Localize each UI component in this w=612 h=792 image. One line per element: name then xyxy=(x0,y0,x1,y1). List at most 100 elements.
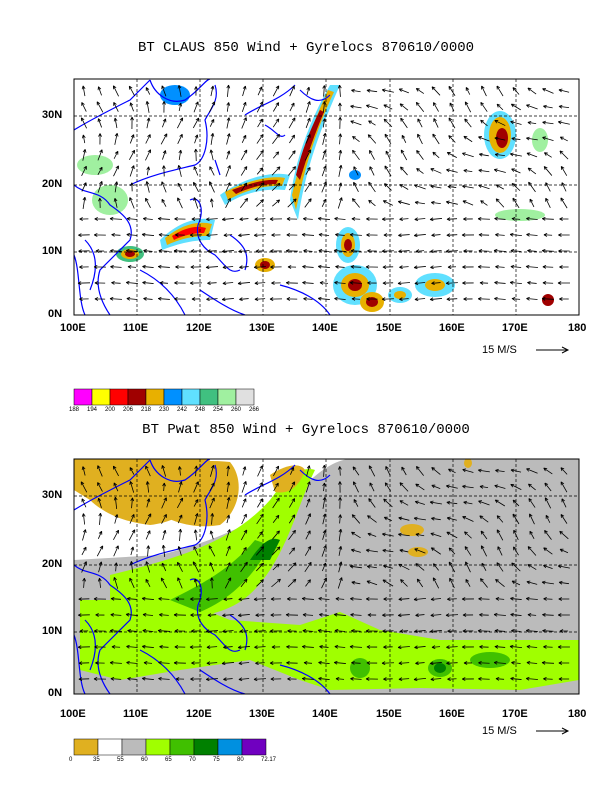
wind-arrow xyxy=(366,233,378,237)
wind-arrow xyxy=(114,514,119,524)
wind-arrow xyxy=(465,561,471,573)
p2-ytick: 20N xyxy=(42,558,63,570)
wind-arrow xyxy=(353,481,359,493)
wind-arrow xyxy=(257,118,263,128)
wind-arrow xyxy=(97,181,103,193)
wind-arrow xyxy=(432,563,439,571)
wind-arrow xyxy=(241,117,247,129)
wind-arrow xyxy=(256,101,264,113)
wind-arrow xyxy=(366,564,377,569)
wind-arrow xyxy=(287,562,297,572)
wind-arrow xyxy=(304,149,312,161)
wind-arrow xyxy=(399,500,409,506)
wind-arrow xyxy=(190,677,202,681)
wind-arrow xyxy=(545,514,551,523)
wind-arrow xyxy=(527,564,537,570)
wind-arrow xyxy=(161,181,167,193)
wind-arrow xyxy=(447,184,457,189)
wind-arrow xyxy=(415,466,424,476)
wind-arrow xyxy=(256,579,264,587)
wind-arrow xyxy=(221,249,234,254)
wind-arrow xyxy=(193,499,199,507)
wind-arrow xyxy=(496,515,504,523)
wind-arrow xyxy=(241,546,247,555)
wind-arrow xyxy=(239,217,249,222)
wind-arrow xyxy=(110,264,122,269)
wind-arrow xyxy=(141,676,154,681)
p1-xtick: 160E xyxy=(439,322,465,334)
colorbar-label: 218 xyxy=(141,407,152,413)
wind-arrow xyxy=(256,150,264,160)
wind-arrow xyxy=(383,233,393,237)
wind-arrow xyxy=(560,481,568,493)
wind-arrow xyxy=(305,579,311,587)
colorbar-label: 248 xyxy=(195,407,206,413)
wind-arrow xyxy=(288,514,296,524)
wind-arrow xyxy=(241,513,247,525)
wind-arrow xyxy=(222,613,234,618)
wind-arrow xyxy=(526,216,538,221)
wind-arrow xyxy=(526,296,538,301)
wind-arrow xyxy=(114,132,119,145)
wind-arrow xyxy=(98,133,102,145)
wind-arrow xyxy=(270,265,282,269)
wind-arrow xyxy=(303,249,313,253)
wind-arrow xyxy=(317,264,330,269)
wind-arrow xyxy=(111,233,121,237)
wind-arrow xyxy=(223,597,233,602)
wind-arrow xyxy=(430,265,442,270)
wind-arrow xyxy=(302,628,314,633)
colorbar-label: 70 xyxy=(189,757,196,763)
wind-arrow xyxy=(272,199,281,207)
wind-arrow xyxy=(301,676,314,681)
wind-arrow xyxy=(414,645,426,650)
wind-arrow xyxy=(271,233,281,237)
wind-arrow xyxy=(253,677,267,682)
wind-arrow xyxy=(527,280,537,285)
wind-arrow xyxy=(559,530,569,540)
wind-arrow xyxy=(162,101,166,113)
wind-arrow xyxy=(464,531,472,539)
wind-arrow xyxy=(77,613,90,617)
wind-arrow xyxy=(431,200,441,205)
wind-arrow xyxy=(526,232,538,237)
wind-arrow xyxy=(414,217,426,222)
wind-arrow xyxy=(225,182,231,192)
wind-arrow xyxy=(77,645,90,649)
wind-arrow xyxy=(369,482,375,492)
wind-arrow xyxy=(338,514,343,524)
wind-arrow xyxy=(496,103,504,111)
wind-arrow xyxy=(512,87,520,95)
colorbar-label: 65 xyxy=(165,757,172,763)
wind-arrow xyxy=(128,85,136,97)
wind-arrow xyxy=(82,196,87,209)
wind-arrow xyxy=(349,644,363,649)
wind-arrow xyxy=(193,148,198,161)
wind-arrow xyxy=(429,629,442,634)
wind-arrow xyxy=(429,217,443,222)
wind-arrow xyxy=(255,613,265,617)
wind-arrow xyxy=(430,677,442,682)
wind-arrow xyxy=(337,577,343,589)
wind-arrow xyxy=(322,118,327,128)
wind-arrow xyxy=(206,217,218,222)
colorbar-label: 188 xyxy=(69,407,80,413)
wind-arrow xyxy=(158,248,170,253)
colorbar-swatch xyxy=(73,738,99,756)
wind-arrow xyxy=(429,500,442,505)
wind-arrow xyxy=(381,297,394,301)
wind-arrow xyxy=(162,118,167,128)
wind-arrow xyxy=(272,151,280,159)
wind-arrow xyxy=(113,198,118,208)
wind-arrow xyxy=(97,497,102,509)
wind-arrow xyxy=(447,597,457,601)
wind-arrow xyxy=(446,151,457,158)
wind-arrow xyxy=(557,645,570,649)
wind-arrow xyxy=(351,629,361,633)
wind-arrow xyxy=(223,233,233,237)
wind-arrow xyxy=(414,281,426,286)
wind-arrow xyxy=(493,168,506,173)
wind-arrow xyxy=(494,644,506,649)
wind-arrow xyxy=(174,281,186,285)
wind-arrow xyxy=(415,101,425,112)
